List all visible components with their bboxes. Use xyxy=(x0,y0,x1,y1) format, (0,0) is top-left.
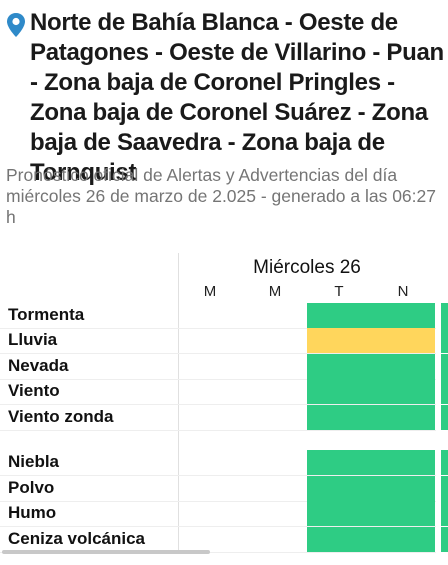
row-label: Lluvia xyxy=(8,330,58,349)
period-header: N xyxy=(397,283,409,300)
row-label: Viento xyxy=(8,381,60,400)
row-label: Nevada xyxy=(8,356,69,375)
next-day-cell xyxy=(441,354,448,379)
next-day-cell xyxy=(441,379,448,404)
map-pin-icon xyxy=(7,13,25,37)
row-separator xyxy=(0,404,436,405)
alert-level-cell xyxy=(307,501,435,526)
alert-level-cell xyxy=(307,328,435,353)
alert-level-cell xyxy=(307,405,435,430)
row-separator xyxy=(0,526,436,527)
next-day-cell xyxy=(441,328,448,353)
alert-level-cell xyxy=(307,303,435,328)
table-column-divider xyxy=(178,253,179,551)
row-separator xyxy=(0,430,436,431)
alert-level-cell xyxy=(307,476,435,501)
row-label: Polvo xyxy=(8,478,55,497)
next-day-cell xyxy=(441,501,448,526)
row-separator xyxy=(0,475,436,476)
row-separator xyxy=(0,353,436,354)
alert-level-cell xyxy=(307,450,435,475)
row-label: Niebla xyxy=(8,452,60,471)
row-label: Ceniza volcánica xyxy=(8,529,146,548)
period-header: M xyxy=(268,283,282,300)
next-day-cell xyxy=(441,476,448,501)
day-header: Miércoles 26 xyxy=(253,257,361,278)
row-separator xyxy=(0,328,436,329)
period-header: M xyxy=(203,283,217,300)
period-header: T xyxy=(334,283,344,300)
row-label: Tormenta xyxy=(8,305,85,324)
row-separator xyxy=(0,552,436,553)
row-separator xyxy=(0,379,436,380)
alert-level-cell xyxy=(307,354,435,379)
page-title: Norte de Bahía Blanca - Oeste de Patagon… xyxy=(30,9,444,186)
page-header: Norte de Bahía Blanca - Oeste de Patagon… xyxy=(6,8,448,188)
forecast-subtitle: Pronóstico oficial de Alertas y Adverten… xyxy=(6,165,436,227)
next-day-cell xyxy=(441,527,448,552)
alert-level-cell xyxy=(307,527,435,552)
horizontal-scrollbar[interactable] xyxy=(2,550,210,554)
row-label: Viento zonda xyxy=(8,407,114,426)
next-day-cell xyxy=(441,405,448,430)
next-day-cell xyxy=(441,303,448,328)
row-label: Humo xyxy=(8,503,57,522)
row-separator xyxy=(0,501,436,502)
next-day-cell xyxy=(441,450,448,475)
alert-level-cell xyxy=(307,379,435,404)
